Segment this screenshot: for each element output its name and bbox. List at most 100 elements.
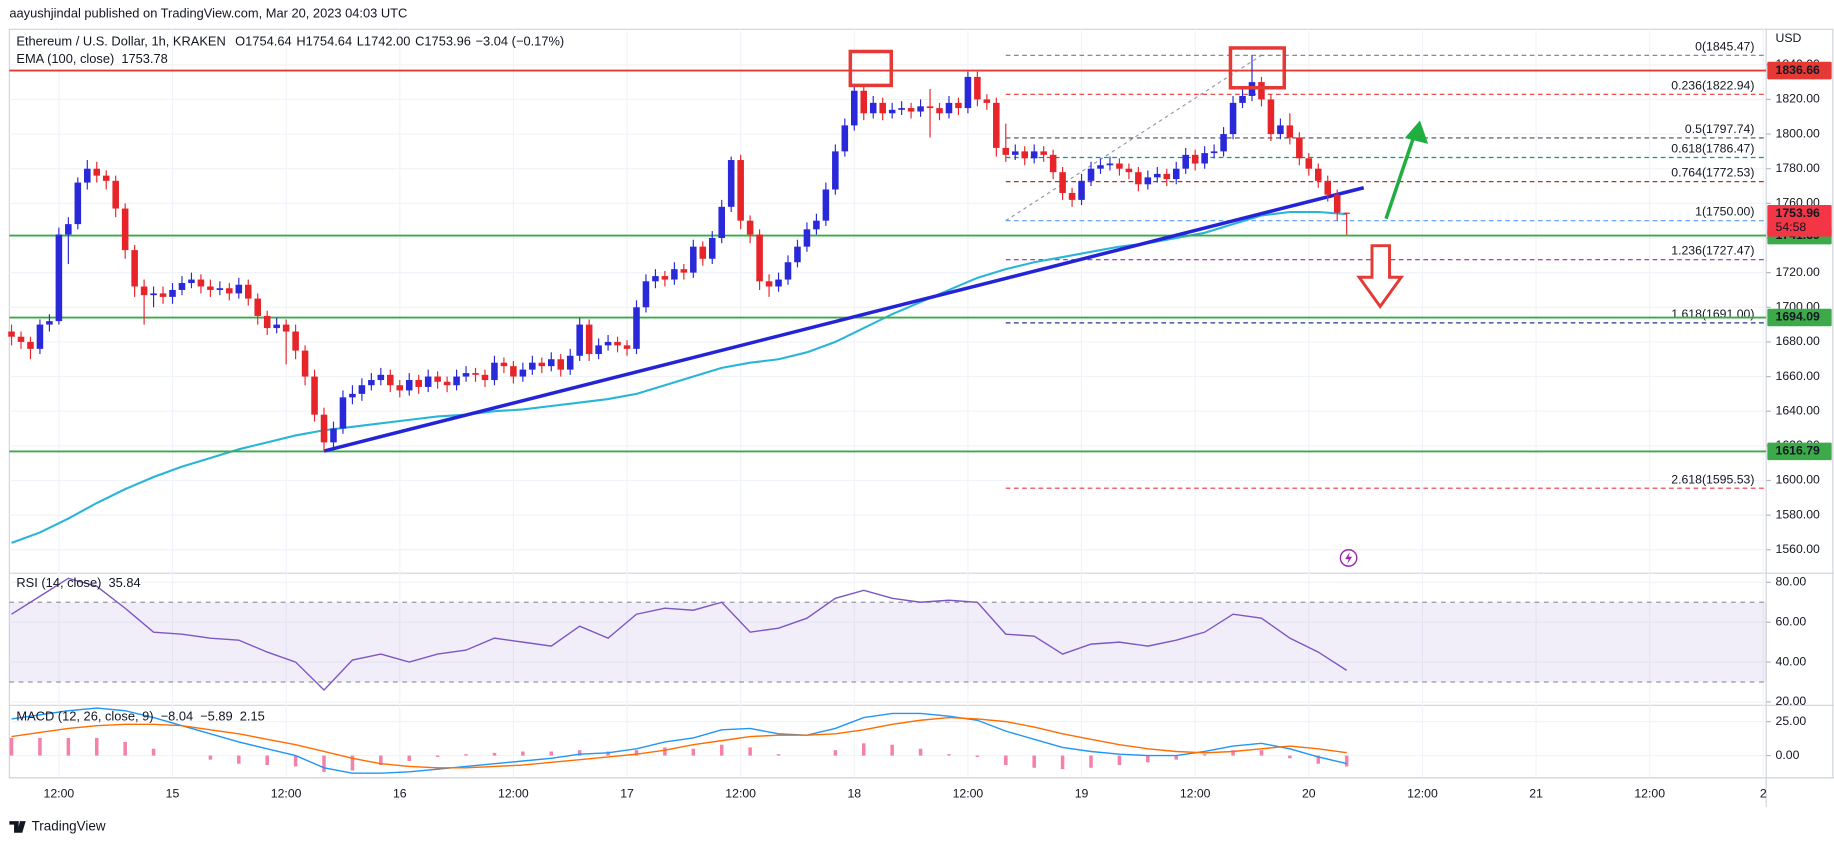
candle-body (945, 102, 953, 114)
candle-body (1144, 177, 1152, 185)
price-label-box (1767, 308, 1832, 327)
candle-body (1296, 137, 1303, 159)
publisher: aayushjindal published on TradingView.co… (9, 5, 407, 20)
macd-histogram-bar (1117, 755, 1122, 766)
y-tick-label: 1660.00 (1776, 369, 1821, 383)
y-tick-label: 20.00 (1776, 694, 1807, 708)
x-tick-label: 12:00 (1634, 786, 1665, 800)
candle-body (1210, 151, 1218, 154)
x-tick-label: 12:00 (1407, 786, 1438, 800)
candle-body (699, 246, 707, 259)
candle-body (387, 374, 394, 386)
candle-body (207, 286, 214, 290)
legend-text: L (357, 34, 364, 49)
candle-body (917, 106, 924, 112)
candle-body (55, 234, 63, 322)
fib-label: 0.764(1772.53) (1671, 166, 1754, 180)
macd-histogram-bar (38, 737, 42, 756)
macd-histogram-bar (833, 750, 838, 756)
candle-body (1333, 194, 1341, 213)
candle-body (1059, 172, 1066, 193)
candle-body (472, 373, 479, 375)
candle-body (860, 90, 868, 114)
x-tick-label: 20 (1302, 786, 1316, 800)
fib-label: 0(1845.47) (1695, 39, 1754, 53)
candle-body (358, 385, 366, 394)
candle-body (708, 237, 716, 259)
candle-body (339, 397, 347, 429)
highlight-box (848, 49, 894, 88)
y-tick-label: 25.00 (1776, 714, 1807, 728)
legend-text: 1754.64 (245, 34, 291, 49)
candle-body (1021, 151, 1029, 159)
fib-label: 1.618(1691.00) (1671, 307, 1754, 321)
macd-histogram-bar (1060, 755, 1065, 770)
candle-body (510, 366, 517, 377)
fib-label: 0.618(1786.47) (1671, 142, 1754, 156)
candle-body (765, 281, 773, 287)
macd-histogram-bar (1316, 755, 1321, 764)
candle-body (188, 279, 195, 284)
price-label: 1694.09 (1776, 310, 1821, 324)
candle-body (794, 246, 801, 263)
candle-body (1343, 212, 1350, 214)
x-tick-label: 12:00 (1180, 786, 1211, 800)
macd-histogram-bar (66, 737, 71, 756)
macd-histogram-bar (918, 748, 923, 756)
legend-text: −3.04 (−0.17%) (476, 34, 565, 49)
candle-body (178, 283, 186, 290)
candle-body (1087, 168, 1095, 181)
legend-text: EMA (100, close) (16, 51, 114, 66)
macd-histogram-bar (890, 744, 894, 756)
candle-body (756, 234, 763, 282)
candle-body (1154, 173, 1161, 178)
macd-histogram-bar (691, 748, 696, 756)
candle-body (529, 362, 536, 370)
candle-body (197, 279, 205, 287)
y-tick-label: 1560.00 (1776, 542, 1821, 556)
candle-body (576, 324, 583, 356)
candle-body (443, 381, 451, 386)
candle-body (1078, 180, 1085, 200)
candle-body (1049, 154, 1057, 173)
candle-body (226, 288, 233, 294)
macd-histogram-bar (464, 754, 468, 756)
candle-body (102, 175, 110, 181)
y-tick-label: 1720.00 (1776, 265, 1821, 279)
macd-histogram-bar (9, 737, 14, 756)
x-tick-label: 12:00 (953, 786, 984, 800)
countdown-label: 54:58 (1776, 220, 1807, 234)
candle-body (434, 376, 441, 382)
x-tick-label: 17 (620, 786, 634, 800)
candle-body (680, 269, 688, 273)
candle-body (1106, 163, 1114, 166)
candle-body (813, 220, 820, 230)
candle-body (1040, 151, 1047, 155)
y-tick-label: 60.00 (1776, 614, 1807, 628)
macd-histogram-bar (1089, 755, 1093, 768)
candle-body (936, 108, 943, 114)
brand-name[interactable]: TradingView (32, 819, 106, 834)
candle-body (424, 376, 432, 387)
candle-body (254, 298, 262, 316)
y-tick-label: 1800.00 (1776, 126, 1821, 140)
candle-body (888, 109, 896, 114)
candle-body (377, 374, 385, 381)
y-tick-label: 40.00 (1776, 654, 1807, 668)
candle-body (1030, 151, 1038, 159)
candle-body (1286, 125, 1294, 138)
candle-body (746, 220, 754, 235)
candle-body (1258, 82, 1265, 100)
macd-histogram-bar (719, 744, 724, 756)
candle-body (784, 262, 792, 280)
candle-body (519, 369, 527, 377)
macd-histogram-bar (95, 737, 99, 756)
candle-body (17, 336, 25, 342)
candle-body (500, 362, 508, 367)
brand-logo (9, 821, 26, 833)
candle-body (671, 269, 678, 280)
macd-histogram-bar (521, 751, 525, 756)
candle-body (1305, 158, 1313, 169)
y-tick-label: 1580.00 (1776, 507, 1821, 521)
